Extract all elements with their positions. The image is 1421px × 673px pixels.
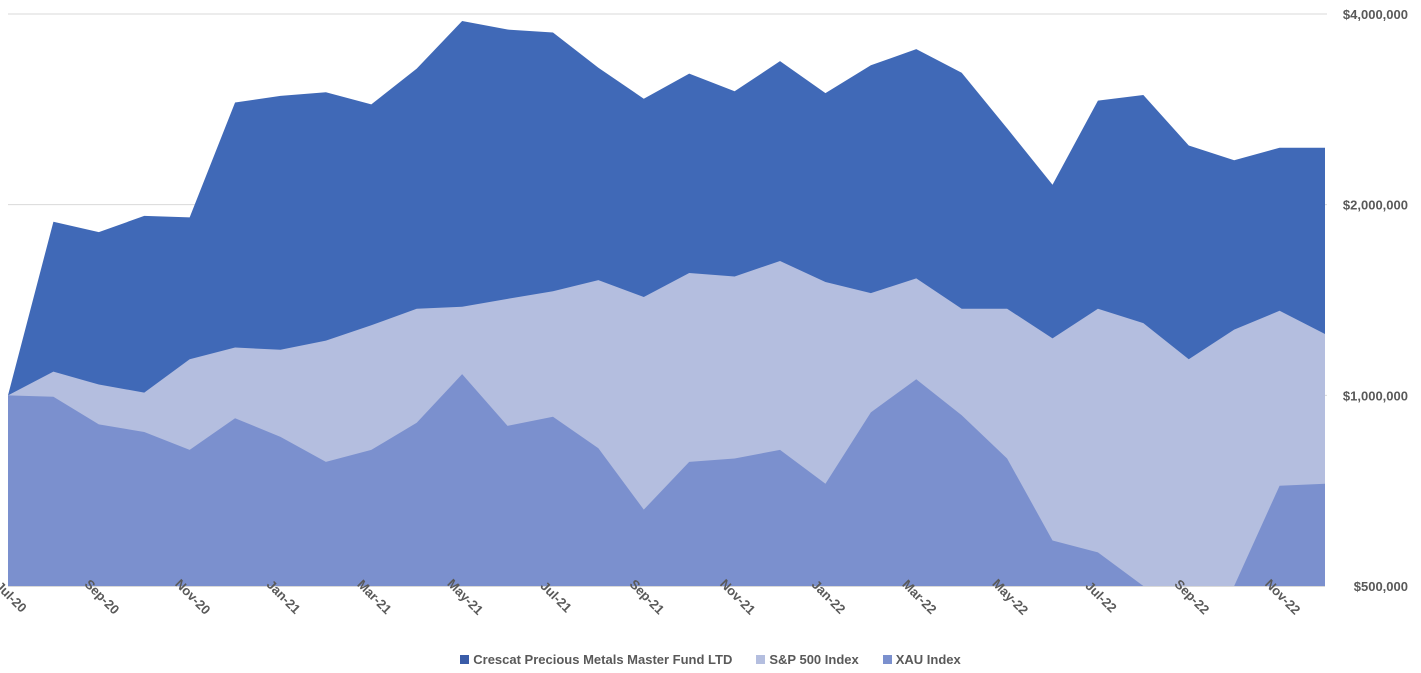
legend-label: XAU Index: [895, 652, 961, 667]
chart-legend: Crescat Precious Metals Master Fund LTD S…: [0, 652, 1421, 667]
legend-item: S&P 500 Index: [756, 652, 859, 667]
y-tick-label: $4,000,000: [1343, 7, 1408, 22]
legend-swatch: [882, 655, 892, 664]
y-tick-label: $1,000,000: [1343, 388, 1408, 403]
y-tick-label: $2,000,000: [1343, 198, 1408, 213]
series-area-xau-index: [8, 374, 1325, 586]
legend-label: S&P 500 Index: [769, 652, 859, 667]
legend-label: Crescat Precious Metals Master Fund LTD: [473, 652, 733, 667]
legend-item: Crescat Precious Metals Master Fund LTD: [460, 652, 732, 667]
y-tick-label: $500,000: [1354, 579, 1408, 594]
legend-swatch: [460, 655, 470, 664]
legend-item: XAU Index: [882, 652, 961, 667]
legend-swatch: [756, 655, 766, 664]
